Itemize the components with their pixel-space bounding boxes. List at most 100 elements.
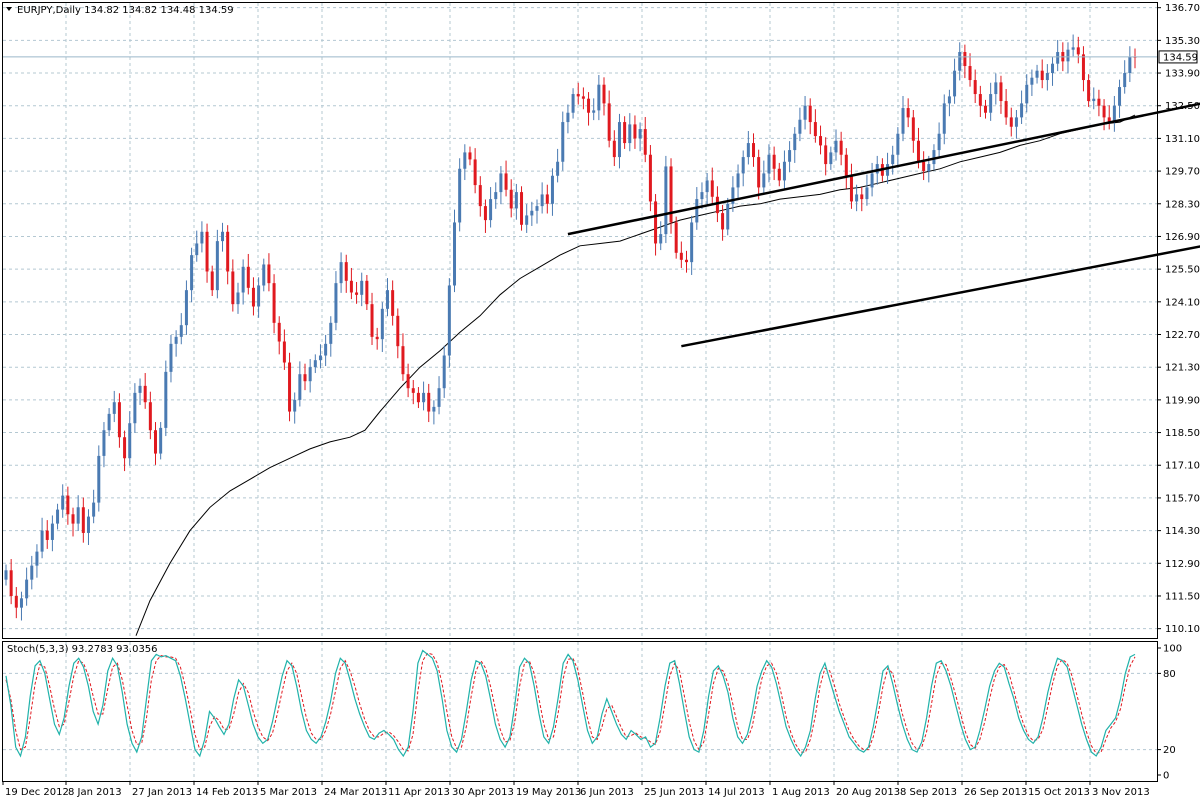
candle: [117, 393, 121, 448]
candle-body: [617, 122, 621, 158]
candle: [169, 334, 173, 383]
candle: [190, 247, 194, 303]
candle: [530, 201, 534, 226]
candle-body: [731, 187, 735, 204]
candle-body: [633, 124, 637, 139]
candle: [1009, 107, 1013, 137]
trend-line[interactable]: [567, 8, 1200, 236]
candle-body: [246, 266, 250, 288]
time-tick-label: 15 Oct 2013: [1028, 787, 1090, 798]
candle-body: [494, 192, 498, 200]
candle: [1045, 64, 1049, 91]
candle: [947, 89, 951, 117]
candle-body: [891, 154, 895, 165]
candle: [159, 422, 163, 460]
candle: [370, 292, 374, 346]
stochastic-lines: [5, 649, 1136, 758]
candle: [154, 422, 158, 465]
candle: [226, 225, 230, 285]
candle: [375, 327, 379, 350]
trend-line[interactable]: [681, 103, 1200, 348]
candle-body: [710, 180, 714, 197]
candle-body: [752, 143, 756, 158]
candle: [86, 509, 90, 546]
candle-body: [1102, 105, 1106, 118]
candle-body: [849, 175, 853, 202]
candle: [798, 107, 802, 142]
candle-body: [226, 231, 230, 272]
candle-body: [1025, 84, 1029, 104]
candle: [581, 87, 585, 110]
candle: [829, 146, 833, 170]
candle-body: [205, 231, 209, 272]
candle-body: [1076, 47, 1080, 55]
candle: [473, 148, 477, 194]
candle-body: [777, 168, 781, 181]
candle-body: [349, 280, 353, 293]
candle: [215, 229, 219, 299]
candle-body: [406, 374, 410, 389]
price-tick-label: 135.30: [1165, 36, 1200, 47]
candle: [963, 44, 967, 79]
candle-body: [607, 103, 611, 141]
candle: [1030, 69, 1034, 96]
candle: [705, 173, 709, 205]
candle: [1025, 74, 1029, 113]
candle: [623, 116, 627, 149]
price-tick-label: 119.90: [1165, 395, 1200, 406]
candle: [844, 148, 848, 189]
candle-body: [772, 154, 776, 169]
candle-body: [257, 285, 261, 307]
candle-body: [468, 152, 472, 160]
candle-body: [906, 108, 910, 118]
candle: [231, 259, 235, 312]
candle: [1014, 110, 1018, 139]
candle: [607, 90, 611, 148]
candle: [483, 199, 487, 233]
candle-body: [447, 285, 451, 356]
candle: [277, 316, 281, 355]
price-tick-label: 110.10: [1165, 624, 1200, 635]
candle: [241, 259, 245, 305]
candle: [777, 162, 781, 187]
candle: [288, 352, 292, 422]
candle-body: [1118, 87, 1122, 106]
candle: [251, 277, 255, 316]
candle-body: [535, 206, 539, 211]
candle: [849, 163, 853, 209]
candle-body: [97, 455, 101, 503]
time-tick-label: 8 Jan 2013: [68, 787, 122, 798]
candle-body: [164, 371, 168, 428]
candle-body: [442, 355, 446, 389]
price-pane[interactable]: 136.70 135.30 133.90 132.50 131.10 129.70 128.…: [3, 3, 1200, 638]
candle: [463, 144, 467, 181]
candle: [396, 308, 400, 359]
candle-body: [679, 252, 683, 260]
candle-body: [50, 523, 54, 540]
candle: [184, 280, 188, 335]
candle: [855, 184, 859, 212]
candle: [1035, 64, 1039, 84]
price-axis: 136.70 135.30 133.90 132.50 131.10 129.70 128.…: [1157, 3, 1200, 635]
current-price-label: 134.59: [1158, 50, 1198, 64]
candle-body: [123, 437, 127, 459]
candle-body: [509, 189, 513, 209]
candle: [71, 507, 75, 537]
candle-body: [623, 122, 627, 144]
candle: [489, 187, 493, 228]
candle-body: [308, 367, 312, 382]
chart-title: EURJPY,Daily 134.82 134.82 134.48 134.59: [6, 5, 234, 16]
candle-body: [360, 280, 364, 295]
stochastic-pane[interactable]: 100 80 20 0 Stoch(5,3,3) 93.2783 93.0356: [3, 642, 1182, 782]
candle: [757, 149, 761, 200]
candle: [318, 344, 322, 369]
trend-lines[interactable]: [567, 8, 1200, 348]
candle-body: [81, 507, 85, 533]
candle: [654, 194, 658, 256]
candle: [839, 131, 843, 166]
candle-body: [550, 175, 554, 204]
candle: [164, 360, 168, 437]
candle: [143, 373, 147, 409]
candle-body: [313, 360, 317, 368]
